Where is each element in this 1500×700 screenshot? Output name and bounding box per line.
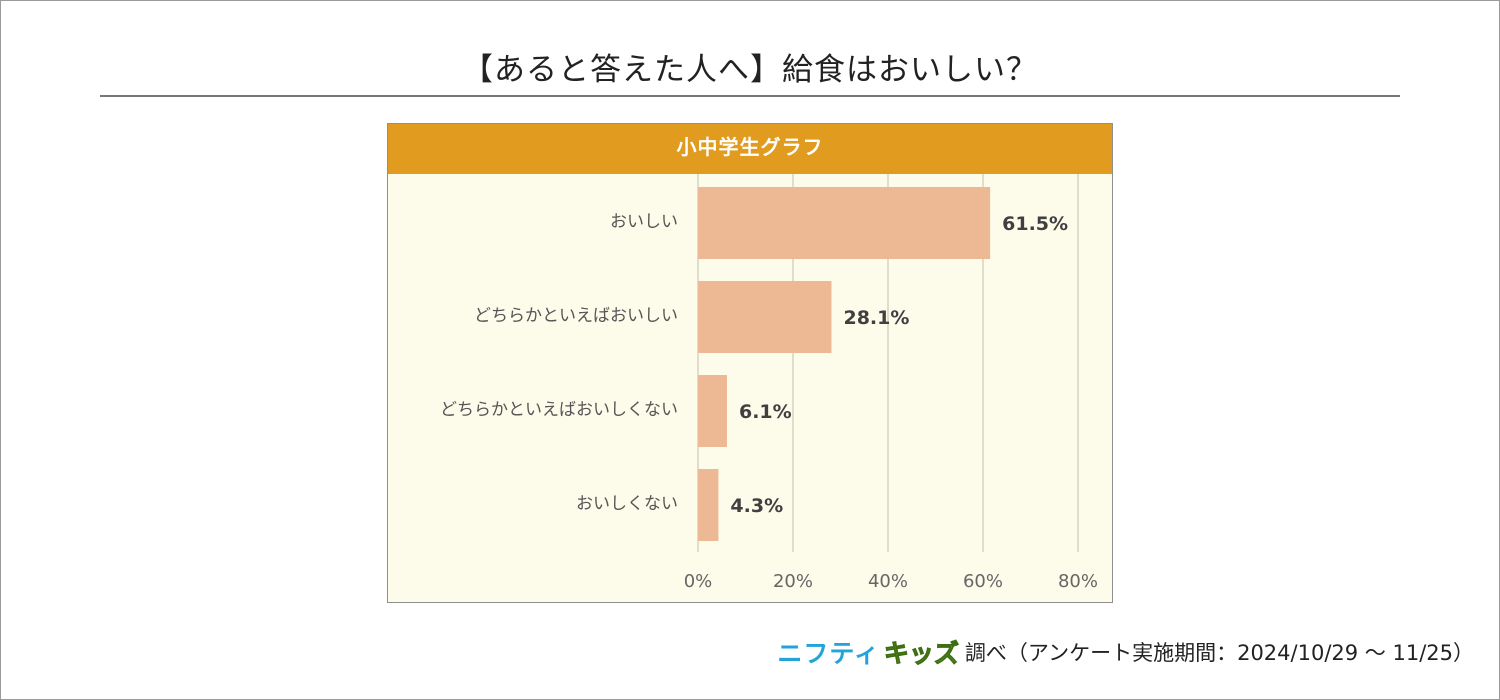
chart-panel: 0% 20% 40% 60% 80% おいしい 61.5% どちらかといえばおいしい 28.1%… — [387, 123, 1113, 603]
x-tick-label-4: 80% — [1058, 571, 1098, 592]
value-label-1: 28.1% — [843, 307, 909, 329]
bar-2 — [698, 375, 727, 447]
x-tick-label-1: 20% — [773, 571, 813, 592]
category-label-1: どちらかといえばおいしい — [474, 306, 678, 326]
x-tick-label-3: 60% — [963, 571, 1003, 592]
logo-text-nifty: ニフティ — [777, 639, 880, 668]
bar-3 — [698, 469, 719, 541]
x-tick-label-0: 0% — [684, 571, 713, 592]
bar-0 — [698, 187, 991, 259]
value-label-0: 61.5% — [1002, 213, 1068, 235]
nifty-kids-logo: ニフティ キッズ — [777, 634, 959, 670]
category-label-2: どちらかといえばおいしくない — [440, 400, 678, 420]
chart-title: 小中学生グラフ — [388, 124, 1112, 174]
category-label-3: おいしくない — [576, 494, 678, 514]
bar-1 — [698, 281, 832, 353]
bar-chart: 0% 20% 40% 60% 80% おいしい 61.5% どちらかといえばおいしい 28.1%… — [440, 174, 1098, 592]
category-label-0: おいしい — [610, 212, 678, 232]
title-divider — [100, 95, 1400, 97]
x-tick-label-2: 40% — [868, 571, 908, 592]
value-label-3: 4.3% — [730, 495, 783, 517]
logo-text-kids: キッズ — [883, 639, 959, 669]
page-title: 【あると答えた人へ】給食はおいしい？ — [462, 52, 1038, 88]
source-footer: ニフティ キッズ 調べ（アンケート実施期間：2024/10/29 ～ 11/25… — [777, 634, 1474, 670]
source-text: 調べ（アンケート実施期間：2024/10/29 ～ 11/25） — [964, 641, 1474, 665]
value-label-2: 6.1% — [739, 401, 792, 423]
